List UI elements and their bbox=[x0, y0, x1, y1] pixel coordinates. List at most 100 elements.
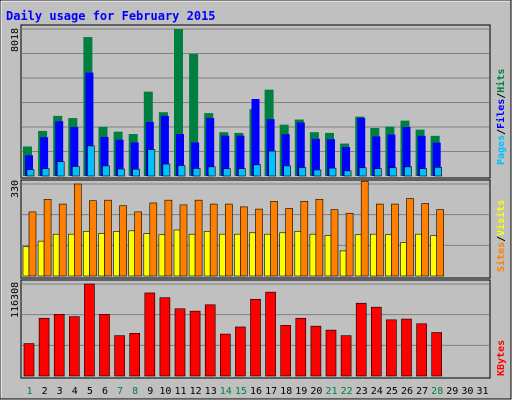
files-bar-day-2 bbox=[40, 137, 49, 176]
pages-bar-day-9 bbox=[147, 149, 156, 177]
day-label-7: 7 bbox=[117, 386, 123, 397]
pages-bar-day-8 bbox=[132, 168, 140, 177]
sites-bar-day-20 bbox=[315, 199, 324, 277]
pages-bar-day-12 bbox=[192, 168, 201, 177]
visits-bar-day-15 bbox=[234, 233, 241, 277]
day-label-26: 26 bbox=[401, 386, 413, 397]
kbytes-panel-legend: KBytes bbox=[496, 340, 507, 376]
pages-bar-day-20 bbox=[313, 169, 322, 177]
day-label-31: 31 bbox=[476, 386, 488, 397]
sites-bar-day-12 bbox=[194, 199, 203, 277]
sites-bar-day-18 bbox=[285, 208, 294, 277]
files-bar-day-11 bbox=[176, 134, 184, 176]
pages-bar-day-26 bbox=[404, 166, 412, 177]
files-bar-day-10 bbox=[160, 115, 169, 176]
day-label-2: 2 bbox=[42, 386, 48, 397]
sites-bar-day-7 bbox=[119, 205, 127, 277]
sites-bar-day-22 bbox=[345, 212, 354, 277]
day-label-17: 17 bbox=[265, 386, 277, 397]
sites-bar-day-2 bbox=[43, 199, 52, 277]
visits-bar-day-9 bbox=[143, 233, 151, 277]
pages-bar-day-14 bbox=[223, 168, 231, 177]
files-bar-day-16 bbox=[251, 98, 260, 176]
kbytes-bar-day-1 bbox=[23, 343, 35, 377]
sites-bar-day-10 bbox=[164, 199, 173, 277]
day-label-3: 3 bbox=[57, 386, 63, 397]
pages-bar-day-17 bbox=[268, 150, 276, 177]
kbytes-bar-day-13 bbox=[204, 304, 216, 377]
legend-pages: Pages bbox=[496, 135, 507, 165]
legend-kbytes: KBytes bbox=[496, 340, 507, 376]
pages-bar-day-7 bbox=[117, 168, 125, 177]
day-label-10: 10 bbox=[159, 386, 171, 397]
kbytes-bar-day-15 bbox=[235, 326, 246, 377]
files-bar-day-27 bbox=[417, 135, 426, 176]
files-bar-day-9 bbox=[145, 121, 154, 176]
kbytes-bar-day-25 bbox=[386, 319, 397, 377]
kbytes-bar-day-19 bbox=[295, 317, 307, 377]
files-bar-day-26 bbox=[402, 127, 411, 176]
legend-sep-1: / bbox=[496, 129, 507, 135]
kbytes-bar-day-24 bbox=[370, 306, 382, 377]
visits-bar-day-14 bbox=[219, 233, 226, 277]
visits-bar-day-27 bbox=[415, 233, 422, 277]
hits-bars bbox=[23, 29, 443, 177]
visits-bar-day-2 bbox=[37, 240, 45, 277]
sites-bar-day-19 bbox=[300, 200, 309, 277]
visits-bar-day-6 bbox=[98, 233, 105, 277]
visits-bar-day-23 bbox=[354, 234, 362, 277]
visits-bar-day-11 bbox=[173, 229, 181, 277]
hits-panel-legend: Pages/Files/Hits bbox=[495, 69, 507, 165]
day-label-23: 23 bbox=[356, 386, 368, 397]
pages-bar-day-6 bbox=[102, 165, 110, 177]
files-bar-day-1 bbox=[25, 155, 33, 176]
kbytes-bar-day-2 bbox=[38, 317, 50, 377]
legend-sep-3: / bbox=[496, 236, 507, 242]
sites-bar-day-11 bbox=[179, 204, 188, 277]
visits-bar-day-13 bbox=[203, 231, 211, 277]
day-label-22: 22 bbox=[341, 386, 353, 397]
kbytes-bar-day-28 bbox=[431, 332, 443, 377]
visits-bar-day-25 bbox=[385, 234, 392, 277]
pages-bar-day-16 bbox=[253, 164, 261, 177]
kbytes-bar-day-11 bbox=[174, 308, 186, 377]
sites-bar-day-8 bbox=[134, 211, 142, 277]
visits-bar-day-26 bbox=[400, 242, 407, 277]
sites-bar-day-4 bbox=[74, 183, 82, 277]
files-bar-day-4 bbox=[70, 127, 79, 176]
kbytes-bar-day-27 bbox=[416, 323, 427, 377]
day-label-5: 5 bbox=[87, 386, 93, 397]
kbytes-bar-day-14 bbox=[220, 333, 231, 377]
day-label-8: 8 bbox=[132, 386, 138, 397]
files-bar-day-22 bbox=[342, 147, 351, 176]
sites-bar-day-23 bbox=[360, 180, 369, 277]
files-bar-day-20 bbox=[311, 138, 320, 176]
kbytes-bar-day-23 bbox=[355, 302, 367, 377]
legend-visits: Visits bbox=[495, 200, 507, 236]
sites-bar-day-17 bbox=[270, 200, 278, 277]
files-bar-day-19 bbox=[296, 122, 305, 176]
kbytes-bar-day-8 bbox=[129, 332, 140, 377]
visits-bar-day-22 bbox=[339, 250, 347, 277]
kbytes-bar-day-10 bbox=[159, 297, 171, 377]
files-bar-day-17 bbox=[266, 119, 275, 176]
files-bar-day-25 bbox=[387, 134, 396, 176]
pages-bar-day-18 bbox=[283, 165, 292, 177]
day-label-13: 13 bbox=[205, 386, 217, 397]
pages-bar-day-21 bbox=[328, 167, 337, 177]
sites-bar-day-21 bbox=[330, 209, 339, 277]
kbytes-bar-day-4 bbox=[69, 316, 80, 377]
pages-bar-day-13 bbox=[207, 166, 216, 177]
pages-bar-day-28 bbox=[434, 167, 443, 177]
pages-bar-day-10 bbox=[162, 163, 171, 177]
pages-bar-day-1 bbox=[26, 169, 35, 177]
pages-bar-day-15 bbox=[238, 168, 246, 177]
day-label-27: 27 bbox=[416, 386, 428, 397]
day-label-6: 6 bbox=[102, 386, 108, 397]
kbytes-ymax-label: 116308 bbox=[10, 282, 21, 318]
files-bar-day-7 bbox=[115, 139, 124, 176]
hits-ymax-label: 8018 bbox=[10, 28, 21, 52]
sites-bar-day-27 bbox=[421, 203, 429, 277]
kbytes-bar-day-16 bbox=[250, 298, 261, 377]
